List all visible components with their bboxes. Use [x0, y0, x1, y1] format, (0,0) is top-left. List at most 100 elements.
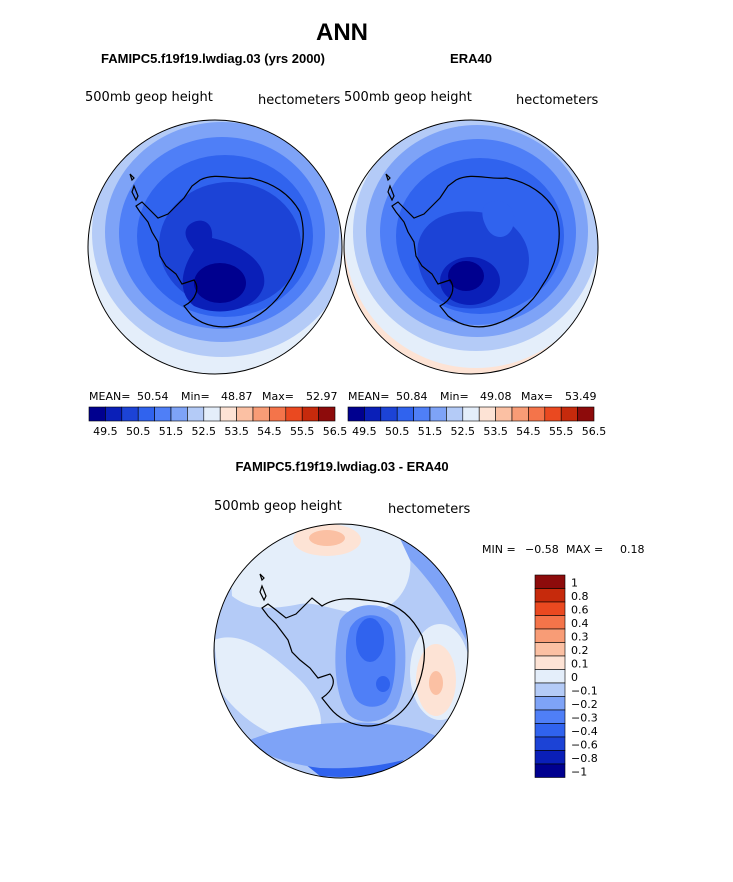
colorbar-swatch	[301, 406, 319, 422]
colorbar-diff: 10.80.60.40.30.20.10−0.1−0.2−0.3−0.4−0.6…	[534, 574, 598, 779]
map-model	[88, 120, 342, 374]
colorbar-swatch	[544, 406, 562, 422]
colorbar-tick-label: 50.5	[385, 425, 410, 438]
colorbar-swatch	[560, 406, 578, 422]
map-diff-pos-north-core	[309, 530, 345, 546]
panel-era40-max-label: Max=	[521, 390, 553, 403]
colorbar-swatch	[534, 588, 566, 603]
colorbar-tick-label: 51.5	[159, 425, 184, 438]
map-era40-band-6b	[482, 200, 515, 237]
map-diff-neg-core-2	[376, 676, 390, 692]
panel-era40-mean-label: MEAN=	[348, 390, 389, 403]
colorbar-swatch	[534, 736, 566, 751]
colorbar-level-label: −0.8	[571, 752, 598, 765]
panel-era40-min-value: 49.08	[480, 390, 512, 403]
map-model-border	[87, 119, 343, 375]
colorbar-level-label: 0.1	[571, 658, 589, 671]
main-title: ANN	[316, 19, 368, 46]
colorbar-level-label: 0	[571, 671, 578, 684]
colorbar-tick-label: 55.5	[290, 425, 315, 438]
panel-diff-max-label: MAX =	[566, 543, 603, 556]
map-diff	[214, 524, 468, 778]
panel-model-mean-label: MEAN=	[89, 390, 130, 403]
panel-diff-max-value: 0.18	[620, 543, 645, 556]
colorbar-swatch	[534, 615, 566, 630]
colorbar-tick-label: 56.5	[582, 425, 607, 438]
colorbar-swatch	[347, 406, 365, 422]
panel-model-max-label: Max=	[262, 390, 294, 403]
colorbar-level-label: 0.2	[571, 644, 589, 657]
map-model-coastline	[129, 173, 304, 328]
panel-diff-title: FAMIPC5.f19f19.lwdiag.03 - ERA40	[235, 459, 448, 474]
colorbar-swatch	[318, 406, 336, 422]
colorbar-swatch	[219, 406, 237, 422]
colorbar-swatch	[462, 406, 480, 422]
colorbar-tick-label: 55.5	[549, 425, 574, 438]
colorbar-tick-label: 54.5	[257, 425, 282, 438]
colorbar-level-label: 0.8	[571, 590, 589, 603]
colorbar-swatch	[534, 655, 566, 670]
panel-era40-units: hectometers	[516, 93, 599, 108]
colorbar-model: 49.5 50.5 51.5 52.5 53.5 54.5 55.5 56.5	[88, 406, 347, 438]
colorbar-swatch	[534, 750, 566, 765]
panel-diff-field: 500mb geop height	[214, 499, 342, 514]
colorbar-swatch	[511, 406, 529, 422]
colorbar-swatch	[170, 406, 188, 422]
colorbar-swatch	[534, 601, 566, 616]
colorbar-swatch	[495, 406, 513, 422]
colorbar-level-label: −1	[571, 766, 587, 779]
colorbar-tick-label: 51.5	[418, 425, 443, 438]
colorbar-level-label: −0.1	[571, 685, 598, 698]
colorbar-swatch	[269, 406, 287, 422]
colorbar-swatch	[187, 406, 205, 422]
colorbar-tick-label: 50.5	[126, 425, 151, 438]
colorbar-swatch	[534, 696, 566, 711]
panel-era40-field: 500mb geop height	[344, 90, 472, 105]
panel-diff-units: hectometers	[388, 502, 471, 517]
colorbar-swatch	[364, 406, 382, 422]
panel-model-title: FAMIPC5.f19f19.lwdiag.03 (yrs 2000)	[101, 51, 325, 66]
colorbar-level-label: 0.3	[571, 631, 589, 644]
colorbar-swatch	[429, 406, 447, 422]
map-diff-neg-south-ring	[250, 722, 440, 769]
panel-era40-max-value: 53.49	[565, 390, 597, 403]
panel-era40-mean-value: 50.84	[396, 390, 428, 403]
colorbar-swatch	[534, 723, 566, 738]
map-model-band-8	[194, 263, 246, 303]
colorbar-swatch	[88, 406, 106, 422]
colorbar-tick-label: 49.5	[352, 425, 377, 438]
map-diff-zero-north	[230, 524, 411, 613]
colorbar-level-label: −0.3	[571, 712, 598, 725]
colorbar-tick-label: 52.5	[451, 425, 476, 438]
colorbar-era40: 49.5 50.5 51.5 52.5 53.5 54.5 55.5 56.5	[347, 406, 607, 438]
panel-diff-min-label: MIN =	[482, 543, 516, 556]
panel-era40-title: ERA40	[450, 51, 492, 66]
colorbar-level-label: −0.6	[571, 739, 598, 752]
panel-diff-min-value: −0.58	[525, 543, 559, 556]
map-era40-border	[343, 119, 599, 375]
colorbar-swatch	[203, 406, 221, 422]
map-diff-border	[213, 523, 469, 779]
colorbar-tick-label: 52.5	[192, 425, 217, 438]
colorbar-swatch	[577, 406, 595, 422]
map-diff-neg-ring	[396, 530, 466, 640]
colorbar-level-label: 0.4	[571, 617, 589, 630]
colorbar-swatch	[446, 406, 464, 422]
colorbar-swatch	[534, 763, 566, 778]
panel-era40-min-label: Min=	[440, 390, 469, 403]
colorbar-swatch	[137, 406, 155, 422]
panel-model-min-value: 48.87	[221, 390, 253, 403]
colorbar-level-label: −0.4	[571, 725, 598, 738]
panel-model-units: hectometers	[258, 93, 341, 108]
map-diff-zero-west	[214, 637, 321, 741]
colorbar-swatch	[534, 669, 566, 684]
colorbar-swatch	[534, 682, 566, 697]
colorbar-swatch	[534, 642, 566, 657]
panel-model-mean-value: 50.54	[137, 390, 169, 403]
colorbar-swatch	[534, 709, 566, 724]
colorbar-swatch	[154, 406, 172, 422]
colorbar-swatch	[534, 628, 566, 643]
colorbar-swatch	[121, 406, 139, 422]
colorbar-swatch	[105, 406, 123, 422]
map-era40	[344, 120, 598, 374]
